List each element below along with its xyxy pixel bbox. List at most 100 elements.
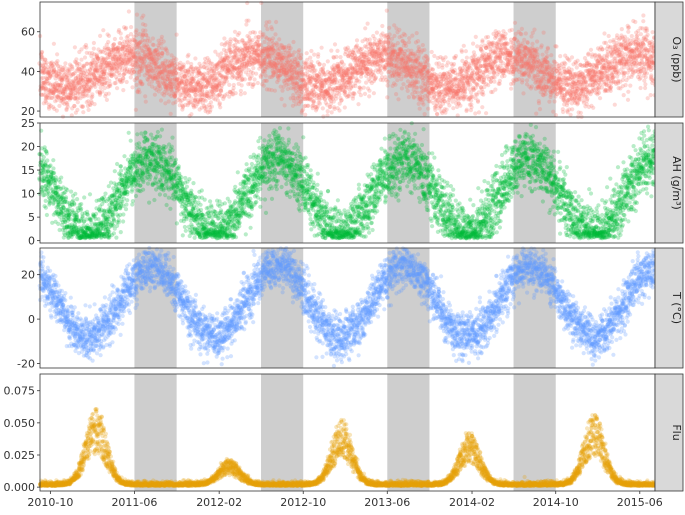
data-point xyxy=(72,96,77,101)
data-point xyxy=(480,105,485,110)
data-point xyxy=(288,46,293,51)
data-point xyxy=(80,82,85,87)
data-point xyxy=(553,113,559,118)
data-point xyxy=(47,69,52,74)
data-point xyxy=(79,79,84,84)
data-point xyxy=(48,64,53,69)
data-point xyxy=(401,82,406,87)
data-point xyxy=(472,53,477,58)
data-point xyxy=(63,96,68,101)
data-point xyxy=(342,105,347,110)
data-point xyxy=(539,43,544,48)
data-point xyxy=(49,60,54,65)
data-point xyxy=(297,48,302,53)
data-point xyxy=(69,92,74,97)
data-point xyxy=(41,101,46,106)
data-point xyxy=(62,65,67,70)
data-point xyxy=(66,71,71,76)
data-point xyxy=(55,88,61,94)
data-point xyxy=(54,80,59,85)
data-point xyxy=(46,70,51,75)
data-point xyxy=(399,47,404,52)
data-point xyxy=(42,70,48,75)
data-point xyxy=(463,87,468,92)
data-point xyxy=(469,98,474,103)
data-point xyxy=(61,89,66,94)
data-point xyxy=(63,91,68,96)
data-point xyxy=(259,0,264,5)
data-point xyxy=(529,34,534,39)
data-point xyxy=(63,84,68,89)
data-point xyxy=(46,65,51,70)
data-point xyxy=(461,43,466,48)
data-point xyxy=(52,87,57,92)
data-point xyxy=(467,61,472,66)
data-point xyxy=(270,36,276,41)
data-point xyxy=(496,30,501,35)
data-point xyxy=(55,94,60,99)
data-point xyxy=(80,104,85,109)
data-point xyxy=(98,33,103,39)
data-point xyxy=(48,61,53,66)
data-point xyxy=(71,83,76,88)
data-point xyxy=(251,82,256,87)
data-point xyxy=(308,55,313,60)
data-point xyxy=(70,106,75,111)
data-point xyxy=(251,66,256,71)
data-point xyxy=(75,107,80,112)
data-point xyxy=(250,38,255,43)
data-point xyxy=(48,82,53,87)
data-point xyxy=(80,94,85,99)
data-point xyxy=(62,86,67,92)
data-point xyxy=(74,82,79,88)
data-point xyxy=(71,78,76,83)
data-point xyxy=(98,85,103,90)
data-point xyxy=(61,90,66,95)
data-point xyxy=(233,91,238,96)
data-point xyxy=(365,21,370,26)
data-point xyxy=(59,76,64,81)
data-point xyxy=(75,63,80,68)
data-point xyxy=(492,79,497,84)
data-point xyxy=(232,29,238,34)
data-point xyxy=(443,55,448,60)
data-point xyxy=(62,101,67,106)
data-point xyxy=(48,72,53,77)
data-point xyxy=(319,45,324,50)
data-point xyxy=(74,78,79,83)
data-point xyxy=(80,89,85,94)
data-point xyxy=(81,63,86,68)
data-point xyxy=(72,71,77,76)
data-point xyxy=(341,62,346,67)
data-point xyxy=(524,78,530,83)
data-point xyxy=(424,59,430,64)
data-point xyxy=(59,83,64,88)
data-point xyxy=(64,85,69,90)
data-point xyxy=(46,104,52,110)
data-point xyxy=(64,74,69,80)
data-point xyxy=(47,67,52,72)
data-point xyxy=(73,86,78,91)
data-point xyxy=(74,96,80,101)
data-point xyxy=(42,69,47,75)
data-point xyxy=(475,44,480,49)
data-point xyxy=(77,87,82,92)
data-point xyxy=(63,87,69,92)
data-point xyxy=(64,86,69,91)
data-point xyxy=(79,57,84,62)
data-point xyxy=(76,79,81,84)
data-point xyxy=(52,69,57,74)
data-point xyxy=(299,52,304,57)
data-point xyxy=(92,102,97,107)
data-point xyxy=(48,87,53,92)
data-point xyxy=(338,55,343,60)
data-point xyxy=(53,83,58,88)
data-point xyxy=(71,84,76,89)
data-point xyxy=(74,57,79,62)
data-point xyxy=(422,112,427,117)
data-point xyxy=(541,30,546,35)
data-point xyxy=(48,61,54,66)
data-point xyxy=(55,59,60,64)
data-point xyxy=(73,90,78,95)
